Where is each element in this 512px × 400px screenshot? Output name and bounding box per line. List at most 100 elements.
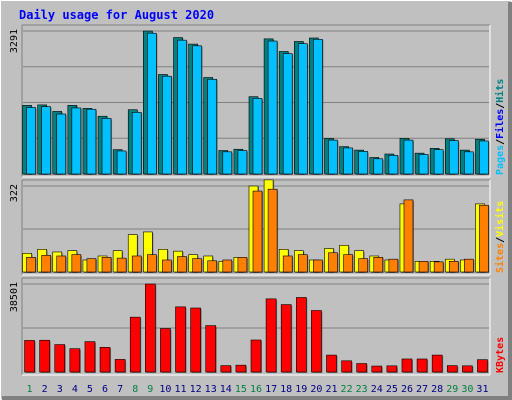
- x-tick-label: 15: [235, 384, 247, 395]
- chart-title: Daily usage for August 2020: [19, 8, 214, 22]
- bar-visits-sites-day-17: [267, 188, 278, 273]
- x-tick-label: 25: [386, 384, 398, 395]
- x-axis-day-labels: 1 2 3 4 5 6 7 8 9 10 11 12 13 14 15 16 17 18 19 20 21 22 23 24 2…: [27, 384, 489, 395]
- x-tick-label: 18: [280, 384, 292, 395]
- x-tick-label: 16: [250, 384, 262, 395]
- legend-item: Sites: [494, 243, 506, 273]
- bar-visits-sites-day-25: [388, 258, 399, 273]
- x-tick-label: 4: [72, 384, 78, 395]
- x-tick-label: 8: [132, 384, 138, 395]
- bar-visits-sites-day-5: [86, 258, 97, 273]
- bar-visits-sites-day-16: [252, 190, 263, 273]
- bar-visits-sites-day-31: [479, 204, 489, 273]
- bar-visits-sites-day-9: [147, 254, 157, 273]
- bar-hits-files-day-7: [116, 150, 127, 175]
- bar-hits-files-day-13: [207, 78, 218, 175]
- bar-visits-sites-day-7: [116, 257, 127, 273]
- bar-kbytes-kbytes-day-14: [220, 365, 232, 373]
- bar-hits-files-day-9: [147, 32, 157, 175]
- bar-kbytes-kbytes-day-7: [114, 359, 126, 373]
- bar-visits-sites-day-27: [418, 261, 429, 273]
- bar-hits-files-day-26: [403, 139, 414, 175]
- chart-panels: 3291Pages/Files/Hits322Sites/Visits38501…: [9, 24, 506, 376]
- x-tick-label: 9: [147, 384, 153, 395]
- x-tick-label: 6: [102, 384, 108, 395]
- bar-kbytes-kbytes-day-22: [341, 360, 352, 373]
- bar-hits-files-day-24: [373, 158, 384, 175]
- legend-item: Hits: [494, 79, 506, 103]
- bar-kbytes-kbytes-day-6: [99, 347, 111, 373]
- bar-hits-files-day-28: [433, 149, 444, 175]
- bar-kbytes-kbytes-day-12: [190, 307, 201, 373]
- bar-hits-files-day-2: [41, 106, 51, 175]
- bar-hits-files-day-4: [71, 107, 82, 175]
- bar-kbytes-kbytes-day-30: [462, 365, 473, 373]
- bar-hits-files-day-29: [448, 140, 459, 175]
- bar-visits-sites-day-11: [177, 256, 187, 273]
- bar-visits-sites-day-13: [207, 260, 218, 273]
- bar-kbytes-kbytes-day-11: [175, 306, 186, 373]
- bar-hits-files-day-15: [237, 150, 248, 175]
- bar-kbytes-kbytes-day-29: [446, 365, 458, 373]
- bar-kbytes-kbytes-day-25: [386, 365, 398, 373]
- bar-kbytes-kbytes-day-1: [24, 340, 35, 373]
- x-tick-label: 3: [57, 384, 63, 395]
- x-tick-label: 1: [27, 384, 33, 395]
- bar-visits-sites-day-30: [464, 258, 474, 273]
- bar-kbytes-kbytes-day-5: [84, 341, 96, 373]
- bar-hits-files-day-10: [162, 75, 172, 175]
- legend-item: Pages: [495, 145, 506, 175]
- bar-kbytes-kbytes-day-20: [311, 310, 322, 373]
- bar-kbytes-kbytes-day-10: [160, 328, 171, 373]
- bar-kbytes-kbytes-day-4: [69, 348, 81, 373]
- bar-visits-sites-day-21: [328, 252, 338, 273]
- x-tick-label: 27: [416, 384, 428, 395]
- panel-kbytes: 38501 KBytes: [9, 277, 506, 376]
- x-tick-label: 7: [117, 384, 123, 395]
- bar-visits-sites-day-20: [313, 259, 323, 273]
- bar-kbytes-kbytes-day-21: [326, 354, 337, 373]
- bar-visits-sites-day-10: [162, 259, 172, 273]
- bar-visits-sites-day-29: [448, 261, 459, 273]
- bar-hits-files-day-8: [131, 111, 142, 175]
- bar-visits-sites-day-23: [358, 258, 368, 273]
- bar-kbytes-kbytes-day-31: [477, 359, 488, 373]
- bar-hits-files-day-19: [297, 43, 308, 175]
- bar-hits-files-day-6: [101, 118, 112, 175]
- bar-visits-sites-day-22: [343, 254, 353, 273]
- bar-kbytes-kbytes-day-24: [371, 365, 383, 373]
- bar-hits-files-day-25: [388, 155, 399, 175]
- bar-kbytes-kbytes-day-27: [416, 358, 428, 373]
- bar-visits-sites-day-19: [297, 254, 308, 273]
- legend-item: KBytes: [495, 337, 506, 373]
- frame-shadow-right: [508, 2, 512, 400]
- x-tick-label: 21: [325, 384, 337, 395]
- x-tick-label: 2: [42, 384, 48, 395]
- x-tick-label: 10: [159, 384, 171, 395]
- bar-kbytes-kbytes-day-28: [431, 354, 443, 373]
- bar-kbytes-kbytes-day-17: [265, 298, 277, 373]
- legend-hits: Pages/Files/Hits: [494, 79, 506, 175]
- x-tick-label: 17: [265, 384, 277, 395]
- bar-hits-files-day-14: [222, 151, 233, 175]
- bar-visits-sites-day-3: [56, 255, 67, 273]
- bar-kbytes-kbytes-day-13: [205, 325, 217, 373]
- bar-hits-files-day-22: [343, 147, 353, 175]
- panel-visits: 322 Sites/Visits: [9, 179, 506, 276]
- bar-kbytes-kbytes-day-8: [129, 316, 141, 373]
- x-tick-label: 24: [371, 384, 383, 395]
- bar-hits-files-day-11: [177, 39, 187, 175]
- legend-item: /: [495, 103, 506, 109]
- bar-hits-files-day-12: [192, 45, 202, 175]
- bar-visits-sites-day-2: [41, 255, 51, 273]
- bar-kbytes-kbytes-day-19: [295, 297, 307, 373]
- x-tick-label: 14: [220, 384, 232, 395]
- x-tick-label: 31: [476, 384, 488, 395]
- bar-visits-sites-day-8: [131, 255, 142, 273]
- bar-kbytes-kbytes-day-23: [356, 363, 367, 373]
- y-max-label-hits: 3291: [9, 29, 20, 53]
- y-max-label-visits: 322: [9, 184, 20, 202]
- bar-hits-files-day-5: [86, 108, 97, 175]
- x-tick-label: 29: [446, 384, 458, 395]
- legend-item: /: [495, 237, 506, 243]
